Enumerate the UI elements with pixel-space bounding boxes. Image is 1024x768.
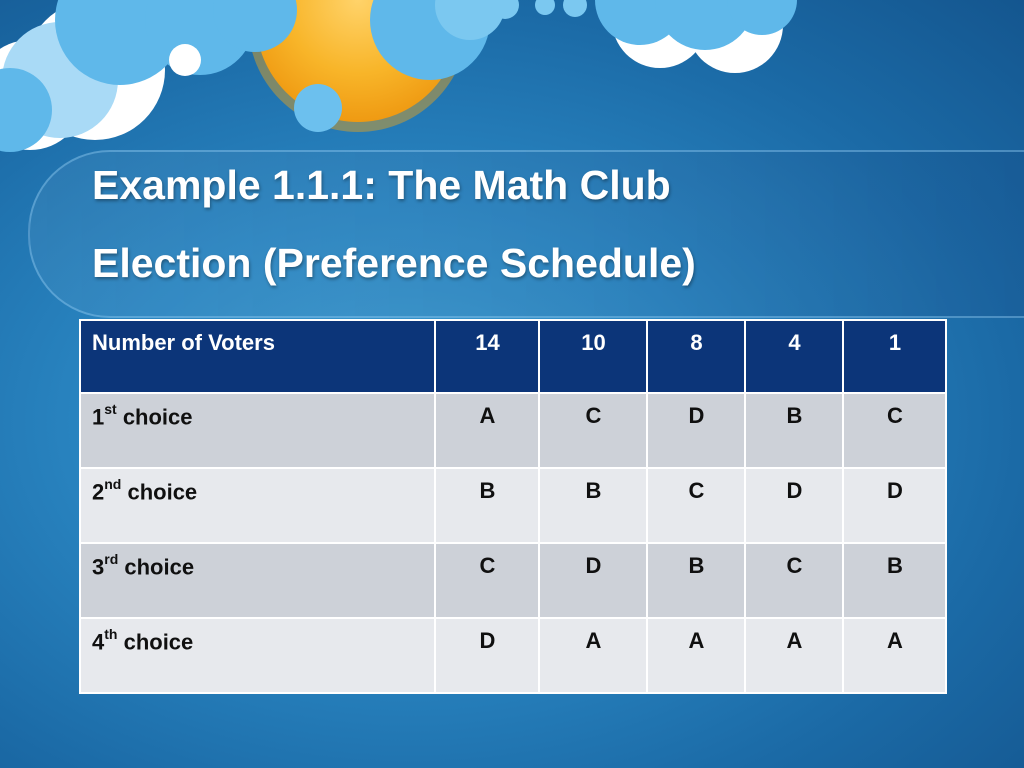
slide-title: Example 1.1.1: The Math Club Election (P… [92,146,972,302]
ordinal-number: 2 [92,479,105,505]
cloud-graphic [491,0,797,73]
ordinal-number: 1 [92,404,105,430]
ordinal-suffix: th [104,626,118,642]
table-cell: B [646,542,746,619]
table-row: 1st choice A C D B C [79,392,947,469]
title-line-2: Election (Preference Schedule) [92,240,696,286]
table-cell: A [434,392,540,469]
cloud-graphic [0,0,505,152]
table-cell: A [842,617,947,694]
table-cell: A [744,617,844,694]
header-number-of-voters: Number of Voters [79,319,436,394]
table-cell: C [842,392,947,469]
table-row: 3rd choice C D B C B [79,542,947,619]
header-voter-count: 10 [538,319,648,394]
table-cell: D [646,392,746,469]
header-voter-count: 4 [744,319,844,394]
ordinal-number: 3 [92,554,105,580]
title-line-1: Example 1.1.1: The Math Club [92,162,671,208]
table-header-row: Number of Voters 14 10 8 4 1 [79,319,947,394]
table-row: 4th choice D A A A A [79,617,947,694]
row-label: 3rd choice [79,542,436,619]
choice-word: choice [117,629,194,655]
table-cell: C [434,542,540,619]
table-cell: B [434,467,540,544]
ordinal-suffix: st [104,401,117,417]
ordinal-number: 4 [92,629,105,655]
header-voter-count: 8 [646,319,746,394]
table-cell: D [842,467,947,544]
table-cell: D [434,617,540,694]
ordinal-suffix: rd [104,551,119,567]
table-cell: D [538,542,648,619]
table-cell: B [538,467,648,544]
row-label: 1st choice [79,392,436,469]
choice-word: choice [121,479,198,505]
choice-word: choice [116,404,193,430]
table-cell: D [744,467,844,544]
header-voter-count: 14 [434,319,540,394]
row-label: 2nd choice [79,467,436,544]
table-row: 2nd choice B B C D D [79,467,947,544]
row-label: 4th choice [79,617,436,694]
table-cell: B [842,542,947,619]
table-cell: A [538,617,648,694]
table-cell: B [744,392,844,469]
ordinal-suffix: nd [104,476,122,492]
table-cell: C [646,467,746,544]
table-cell: C [538,392,648,469]
table-cell: A [646,617,746,694]
table-cell: C [744,542,844,619]
title-band [28,150,1024,318]
preference-schedule-table: Number of Voters 14 10 8 4 1 1st choice … [79,319,947,694]
choice-word: choice [118,554,195,580]
header-voter-count: 1 [842,319,947,394]
